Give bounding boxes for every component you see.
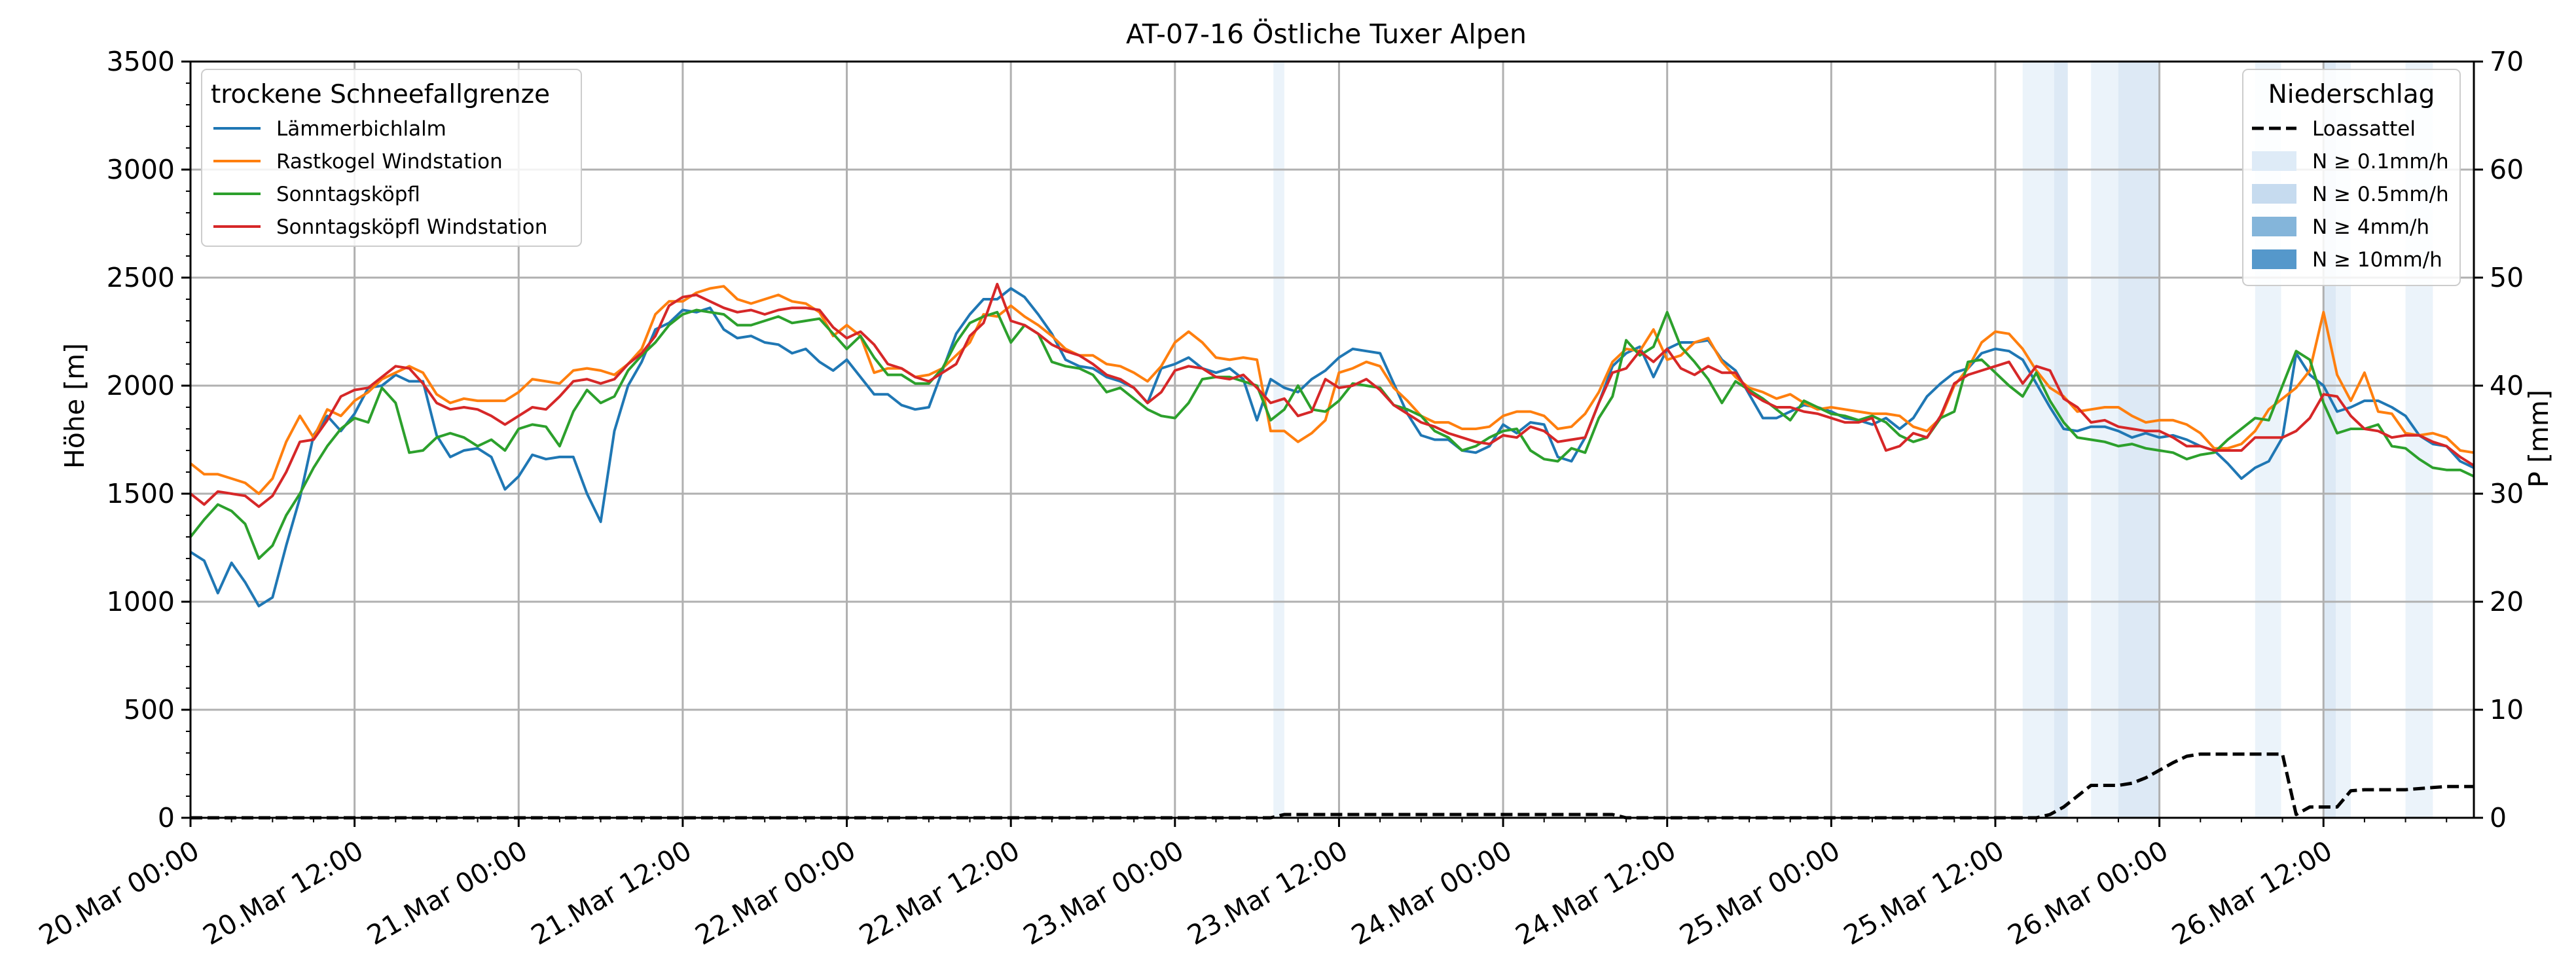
y-tick-label-4: 2000 bbox=[107, 370, 175, 401]
legend-stations-label-1: Rastkogel Windstation bbox=[276, 150, 503, 174]
legend-stations-label-2: Sonntagsköpfl bbox=[276, 183, 420, 206]
precip-band-0 bbox=[1273, 62, 1284, 818]
y2-tick-label-1: 10 bbox=[2490, 694, 2524, 725]
y-tick-label-5: 2500 bbox=[107, 262, 175, 293]
y2-tick-label-0: 0 bbox=[2490, 802, 2507, 834]
legend-precipitation-label-1: N ≥ 0.1mm/h bbox=[2312, 150, 2449, 174]
y2-tick-label-7: 70 bbox=[2490, 46, 2524, 77]
legend-precipitation-label-0: Loassattel bbox=[2312, 117, 2416, 141]
series-line-1 bbox=[189, 285, 2475, 495]
y-tick-label-7: 3500 bbox=[107, 46, 175, 77]
y2-tick-label-4: 40 bbox=[2490, 370, 2524, 401]
legend-stations-label-0: Lämmerbichlalm bbox=[276, 117, 446, 141]
y-tick-label-6: 3000 bbox=[107, 154, 175, 185]
y-tick-label-0: 0 bbox=[158, 802, 175, 834]
legend-precipitation-label-3: N ≥ 4mm/h bbox=[2312, 215, 2429, 239]
precip-band-4 bbox=[2118, 62, 2160, 818]
y-tick-label-3: 1500 bbox=[107, 478, 175, 509]
legend-stations-title: trockene Schneefallgrenze bbox=[211, 80, 550, 109]
legend-precipitation-label-4: N ≥ 10mm/h bbox=[2312, 248, 2442, 272]
y-axis-label: Höhe [m] bbox=[59, 343, 90, 469]
legend-precipitation-swatch-1 bbox=[2252, 151, 2296, 171]
y-tick-label-1: 500 bbox=[124, 694, 175, 725]
series-line-0 bbox=[189, 287, 2475, 608]
legend-stations: trockene Schneefallgrenze Lämmerbichlalm… bbox=[201, 69, 582, 247]
y2-tick-label-5: 50 bbox=[2490, 262, 2524, 293]
legend-precipitation-title: Niederschlag bbox=[2268, 80, 2435, 109]
legend-precipitation-swatch-4 bbox=[2252, 249, 2296, 269]
legend-stations-box bbox=[201, 69, 582, 247]
legend-precipitation-box bbox=[2242, 69, 2461, 286]
chart-title: AT-07-16 Östliche Tuxer Alpen bbox=[1126, 18, 1527, 50]
y-tick-label-2: 1000 bbox=[107, 586, 175, 617]
y2-tick-label-6: 60 bbox=[2490, 154, 2524, 185]
legend-precipitation-label-2: N ≥ 0.5mm/h bbox=[2312, 183, 2449, 206]
series-line-3 bbox=[189, 282, 2475, 508]
y2-tick-label-3: 30 bbox=[2490, 478, 2524, 509]
legend-precipitation-swatch-3 bbox=[2252, 217, 2296, 236]
legend-precipitation: Niederschlag Loassattel N ≥ 0.1mm/h N ≥ 0.… bbox=[2242, 69, 2461, 286]
y2-tick-label-2: 20 bbox=[2490, 586, 2524, 617]
legend-precipitation-swatch-2 bbox=[2252, 184, 2296, 204]
precip-band-2 bbox=[2054, 62, 2068, 818]
legend-stations-label-3: Sonntagsköpfl Windstation bbox=[276, 215, 547, 239]
precip-band-1 bbox=[2022, 62, 2054, 818]
y2-axis-label: P [mm] bbox=[2523, 390, 2554, 488]
series-line-2 bbox=[189, 308, 2475, 560]
plot-frame bbox=[189, 60, 2475, 819]
